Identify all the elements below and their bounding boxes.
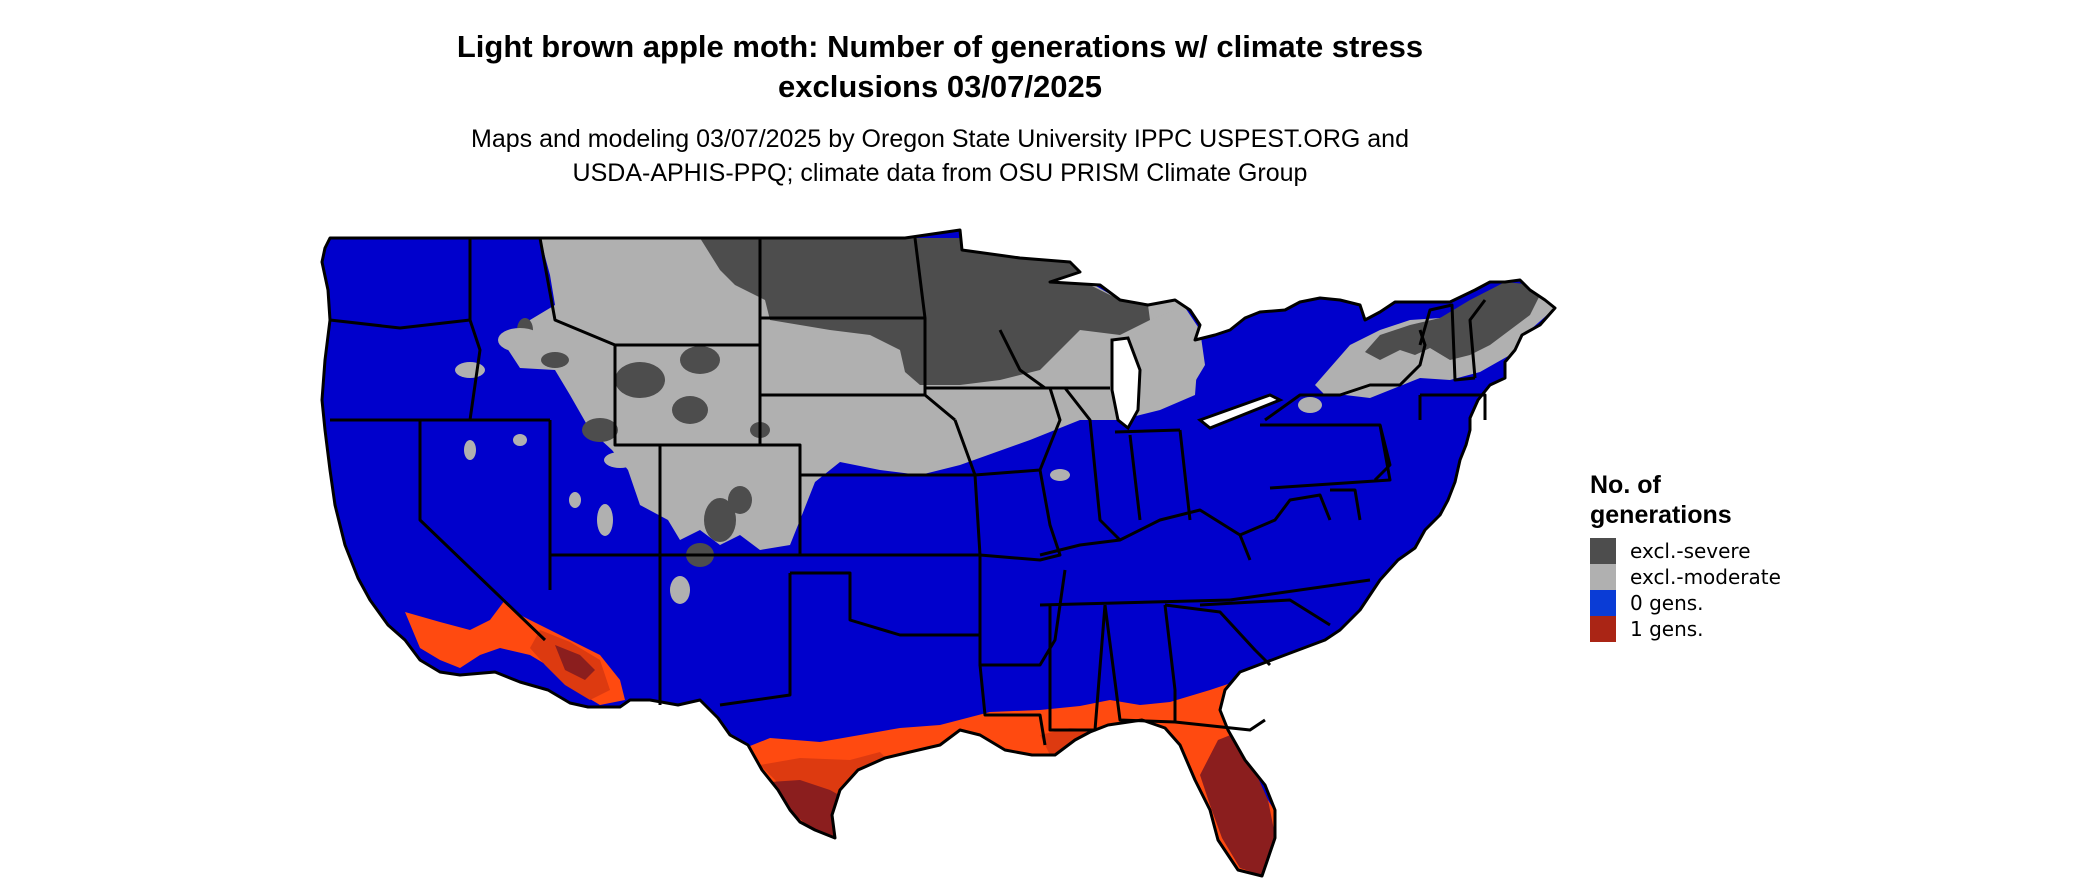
border-ma-ct (1420, 393, 1487, 420)
legend-label-1-gens: 1 gens. (1630, 617, 1704, 641)
border-me (1468, 299, 1487, 379)
map-subtitle-line2: USDA-APHIS-PPQ; climate data from OSU PR… (572, 159, 1308, 187)
legend-title: No. of generations (1590, 470, 1781, 530)
legend-label-0-gens: 0 gens. (1630, 591, 1704, 615)
border-in-oh (1128, 434, 1142, 521)
legend-swatch-1-gens (1590, 616, 1616, 642)
lake-erie (1196, 393, 1284, 430)
legend-swatch-0-gens (1590, 590, 1616, 616)
one-generation-region-florida-red (1200, 732, 1276, 876)
border-la (978, 664, 1047, 746)
border-tx-nm (719, 573, 792, 707)
legend-title-line1: No. of (1590, 471, 1661, 499)
border-ga-fl (1174, 718, 1266, 732)
border-vt-nh (1418, 303, 1476, 382)
border-ms-al (1048, 604, 1107, 732)
border-mn-wi (998, 329, 1046, 390)
great-lakes (1110, 336, 1284, 431)
legend-swatch-excl-severe (1590, 538, 1616, 564)
border-va-nc (1229, 578, 1371, 602)
map-title-line2: exclusions 03/07/2025 (777, 69, 1102, 104)
legend-label-excl-severe: excl.-severe (1630, 539, 1751, 563)
us-outline (320, 228, 1557, 878)
border-oh-pa (1178, 429, 1192, 521)
one-generation-region-texas-red (770, 780, 848, 838)
border-ar (978, 569, 1067, 667)
border-mi (1114, 428, 1181, 434)
border-tn-ky (1039, 598, 1231, 607)
border-co-east (760, 443, 802, 555)
legend-item-1-gens: 1 gens. (1590, 616, 1781, 642)
lake-michigan (1110, 336, 1142, 431)
legend-swatch-excl-moderate (1590, 564, 1616, 590)
border-ny (1264, 329, 1427, 422)
border-ia (925, 386, 1062, 477)
border-mt-south (538, 237, 760, 347)
border-ca-nv (418, 420, 547, 642)
border-id-west (468, 238, 482, 421)
border-pa (1260, 423, 1392, 490)
moderate-exclusion-region-mi (1150, 310, 1205, 395)
one-generation-region-az-red (555, 645, 595, 680)
legend-item-excl-severe: excl.-severe (1590, 538, 1781, 564)
border-sc-ga (1164, 603, 1272, 667)
border-nd-mn (913, 237, 927, 395)
border-wa-or (329, 318, 471, 330)
legend-title-line2: generations (1590, 501, 1732, 529)
border-wv-va (1239, 493, 1332, 537)
legend-label-excl-moderate: excl.-moderate (1630, 565, 1781, 589)
map-subtitle-line1: Maps and modeling 03/07/2025 by Oregon S… (471, 125, 1409, 153)
map-title-line1: Light brown apple moth: Number of genera… (456, 29, 1424, 64)
border-mo (973, 469, 1062, 562)
map-title: Light brown apple moth: Number of genera… (300, 27, 1580, 107)
map-subtitle: Maps and modeling 03/07/2025 by Oregon S… (300, 122, 1580, 190)
legend-item-excl-moderate: excl.-moderate (1590, 564, 1781, 590)
legend-item-0-gens: 0 gens. (1590, 590, 1781, 616)
border-nj (1373, 424, 1392, 482)
legend: No. of generations excl.-severe excl.-mo… (1590, 470, 1781, 642)
border-nc-sc (1199, 598, 1331, 627)
border-md-de (1330, 488, 1362, 521)
state-borders (320, 228, 1557, 878)
